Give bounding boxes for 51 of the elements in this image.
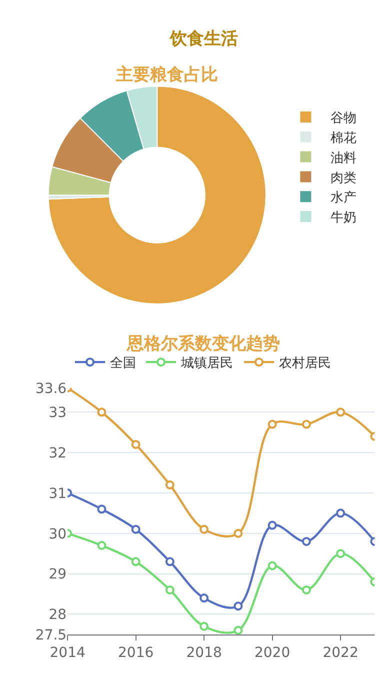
- legend-label: 牛奶: [330, 210, 357, 226]
- point: [200, 524, 209, 534]
- legend-label: 肉类: [330, 170, 357, 186]
- point: [131, 557, 140, 566]
- y-tick-label: 33.6: [35, 380, 67, 397]
- x-tick-label: 2014: [50, 645, 86, 662]
- point: [97, 504, 106, 514]
- point: [234, 626, 243, 634]
- y-tick-label: 29: [48, 566, 67, 583]
- point: [302, 420, 311, 429]
- y-tick-label: 33: [48, 405, 67, 422]
- y-tick-label: 27.5: [35, 627, 67, 644]
- point: [234, 602, 243, 611]
- point: [97, 541, 106, 550]
- x-tick-label: 2022: [322, 645, 358, 662]
- chart-title: 恩格尔系数变化趋势: [126, 334, 280, 354]
- point: [234, 528, 243, 538]
- y-tick-label: 31: [48, 486, 67, 502]
- x-tick-label: 2016: [118, 645, 154, 662]
- legend-label: 棉花: [330, 130, 357, 146]
- legend-label: 谷物: [330, 111, 357, 126]
- text: 饮食生活: [169, 29, 238, 49]
- point: [165, 585, 174, 594]
- legend-label: 农村居民: [279, 356, 331, 372]
- point: [200, 594, 209, 603]
- point: [131, 524, 140, 534]
- legend-label: 油料: [330, 150, 357, 166]
- point: [165, 557, 174, 566]
- point: [165, 480, 174, 490]
- line-series: [68, 388, 375, 538]
- point: [268, 420, 277, 429]
- point: [97, 408, 106, 417]
- point: [131, 440, 140, 449]
- x-tick-label: 2020: [254, 645, 290, 662]
- chart-title: 主要粮食占比: [115, 65, 218, 85]
- donut-slice: [48, 86, 266, 304]
- point: [302, 585, 311, 594]
- x-tick-label: 2018: [186, 645, 222, 662]
- point: [336, 408, 346, 417]
- legend-label: 水产: [330, 190, 357, 206]
- point: [268, 520, 277, 530]
- legend-label: 城镇居民: [180, 356, 233, 372]
- point: [336, 508, 346, 518]
- y-tick-label: 28: [48, 607, 67, 624]
- y-tick-label: 30: [48, 526, 67, 542]
- point: [302, 536, 311, 546]
- point: [336, 549, 346, 558]
- point: [268, 561, 277, 570]
- legend-label: 全国: [110, 356, 136, 372]
- point: [200, 622, 209, 631]
- y-tick-label: 32: [48, 445, 67, 462]
